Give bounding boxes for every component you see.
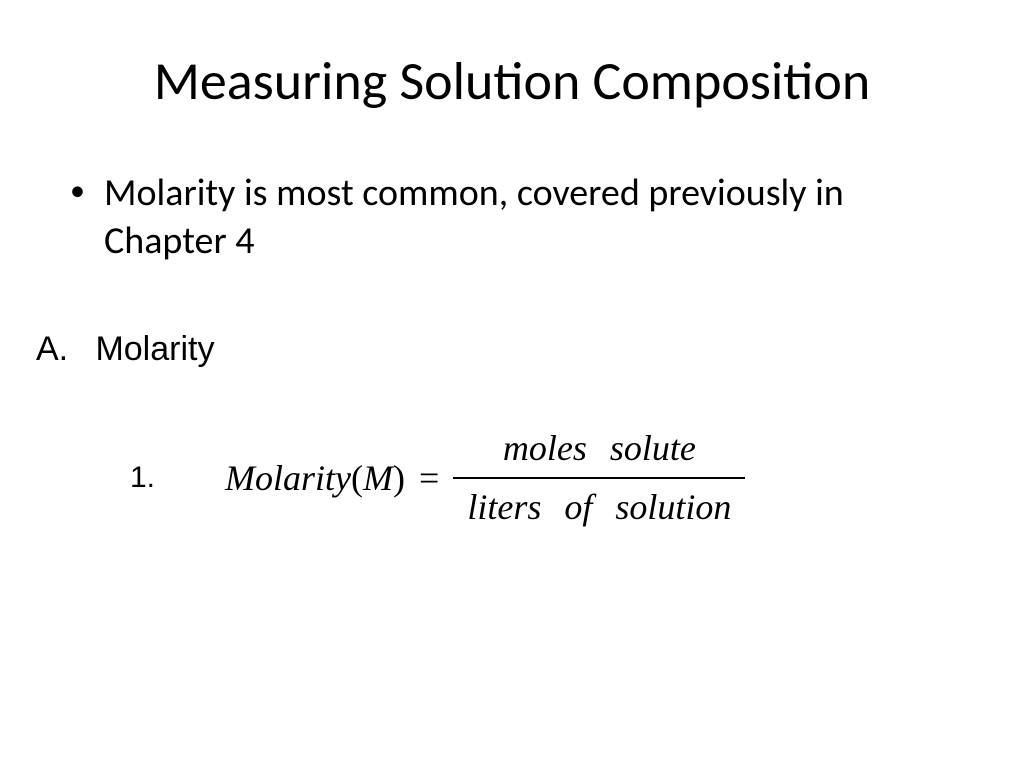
section-letter: A. [36, 330, 86, 369]
bullet-list: • Molarity is most common, covered previ… [70, 170, 954, 265]
formula-lhs: Molarity(M) [225, 457, 405, 499]
equals-sign: = [419, 457, 439, 499]
fraction-denominator: liters of solution [453, 479, 745, 536]
fraction-numerator: moles solute [489, 420, 710, 477]
formula-lhs-symbol: M [363, 458, 393, 498]
page-title: Measuring Solution Composition [0, 48, 1024, 114]
slide: Measuring Solution Composition • Molarit… [0, 0, 1024, 768]
section-heading: A. Molarity [36, 330, 214, 369]
formula: 1. Molarity(M) = moles solute liters of … [130, 420, 745, 535]
bullet-text: Molarity is most common, covered previou… [104, 170, 954, 265]
bullet-item: • Molarity is most common, covered previ… [70, 170, 954, 265]
formula-number: 1. [130, 461, 155, 495]
fraction: moles solute liters of solution [453, 420, 745, 535]
bullet-marker: • [70, 170, 104, 210]
formula-lhs-name: Molarity [225, 458, 351, 498]
section-label: Molarity [95, 330, 214, 368]
